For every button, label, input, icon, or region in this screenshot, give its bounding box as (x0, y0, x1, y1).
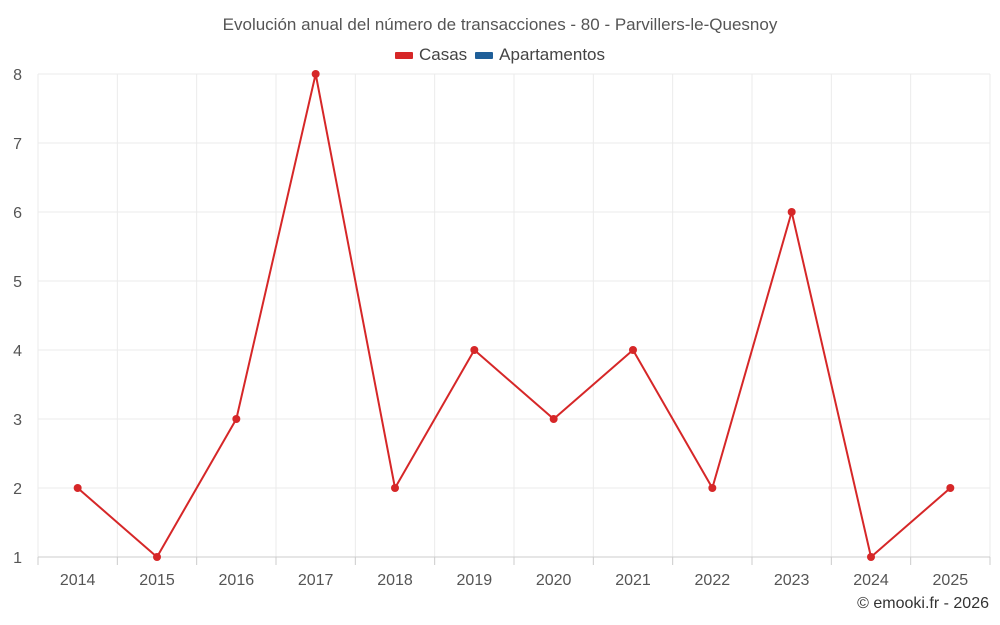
y-tick-label-4: 4 (13, 343, 22, 360)
data-point-casas-2020 (549, 415, 558, 423)
axes: 1 2 3 4 5 6 7 8 2014 2015 2016 2017 2018 2019 2020 2021… (13, 67, 991, 589)
legend-label-apartamentos: Apartamentos (499, 45, 606, 64)
chart-title: Evolución anual del número de transaccio… (222, 15, 778, 34)
legend: Casas Apartamentos (0, 45, 1000, 65)
x-tick-label-2024: 2024 (853, 572, 889, 589)
x-tick-label-2019: 2019 (457, 572, 493, 589)
series-line-casas (77, 73, 951, 558)
y-tick-label-7: 7 (13, 136, 22, 153)
data-point-casas-2024 (867, 553, 875, 561)
x-tick-label-2014: 2014 (60, 572, 96, 589)
data-point-casas-2014 (73, 484, 82, 492)
series (73, 70, 955, 561)
y-tick-label-5: 5 (13, 274, 22, 291)
data-point-casas-2025 (946, 484, 955, 492)
data-point-casas-2015 (153, 553, 161, 561)
legend-label-casas: Casas (418, 45, 468, 64)
grid (37, 73, 991, 558)
x-tick-label-2022: 2022 (695, 572, 731, 589)
x-tick-label-2016: 2016 (219, 572, 255, 589)
y-tick-label-2: 2 (13, 481, 22, 498)
x-tick-label-2017: 2017 (298, 572, 334, 589)
y-tick-label-6: 6 (13, 205, 22, 222)
y-tick-label-1: 1 (13, 550, 22, 567)
credit-text: © emooki.fr - 2026 (857, 595, 989, 612)
data-point-casas-2023 (787, 208, 796, 216)
legend-swatch-casas (394, 51, 413, 59)
x-tick-label-2021: 2021 (615, 572, 651, 589)
data-point-casas-2021 (629, 346, 637, 354)
y-tick-label-3: 3 (13, 412, 22, 429)
data-point-casas-2017 (311, 70, 320, 78)
data-point-casas-2016 (232, 415, 241, 423)
x-tick-label-2020: 2020 (536, 572, 572, 589)
data-point-casas-2019 (470, 346, 479, 354)
data-point-casas-2018 (391, 484, 399, 492)
legend-item-apartamentos[interactable]: Apartamentos (475, 45, 605, 65)
x-tick-label-2015: 2015 (139, 572, 175, 589)
legend-item-casas[interactable]: Casas (394, 45, 468, 65)
x-tick-label-2018: 2018 (377, 572, 413, 589)
x-tick-label-2025: 2025 (933, 572, 969, 589)
legend-swatch-apartamentos (475, 51, 494, 59)
y-tick-label-8: 8 (13, 67, 22, 84)
x-tick-label-2023: 2023 (774, 572, 810, 589)
data-point-casas-2022 (708, 484, 717, 492)
